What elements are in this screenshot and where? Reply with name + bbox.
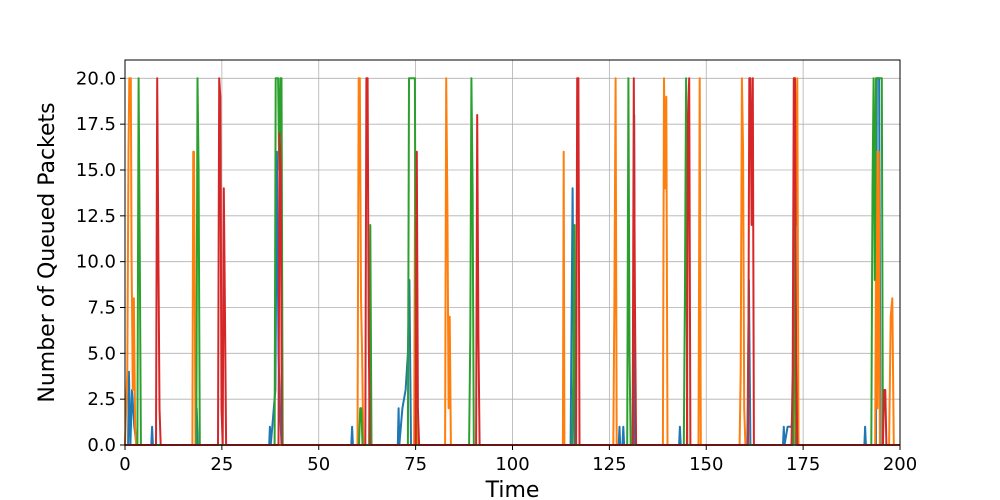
y-tick-label: 15.0	[76, 160, 116, 181]
x-axis: 0 25 50 75 100 125 150 175 200	[119, 445, 917, 475]
grid	[124, 60, 901, 446]
x-tick-label: 25	[210, 454, 233, 475]
x-tick-label: 0	[119, 454, 130, 475]
y-tick-label: 10.0	[76, 252, 116, 273]
y-tick-label: 2.5	[87, 389, 116, 410]
y-tick-label: 17.5	[76, 114, 116, 135]
y-axis: 0.0 2.5 5.0 7.5 10.0 12.5 15.0 17.5 20.0	[76, 68, 125, 456]
y-tick-label: 0.0	[87, 435, 116, 456]
y-tick-label: 7.5	[87, 298, 116, 319]
x-tick-label: 175	[786, 454, 820, 475]
x-tick-label: 150	[689, 454, 723, 475]
x-axis-label: Time	[485, 478, 540, 500]
x-tick-label: 100	[495, 454, 529, 475]
y-tick-label: 20.0	[76, 68, 116, 89]
x-tick-label: 200	[883, 454, 917, 475]
x-tick-label: 125	[592, 454, 626, 475]
y-axis-label: Number of Queued Packets	[35, 102, 60, 402]
x-tick-label: 50	[307, 454, 330, 475]
x-tick-label: 75	[404, 454, 427, 475]
y-tick-label: 5.0	[87, 343, 116, 364]
y-tick-label: 12.5	[76, 206, 116, 227]
